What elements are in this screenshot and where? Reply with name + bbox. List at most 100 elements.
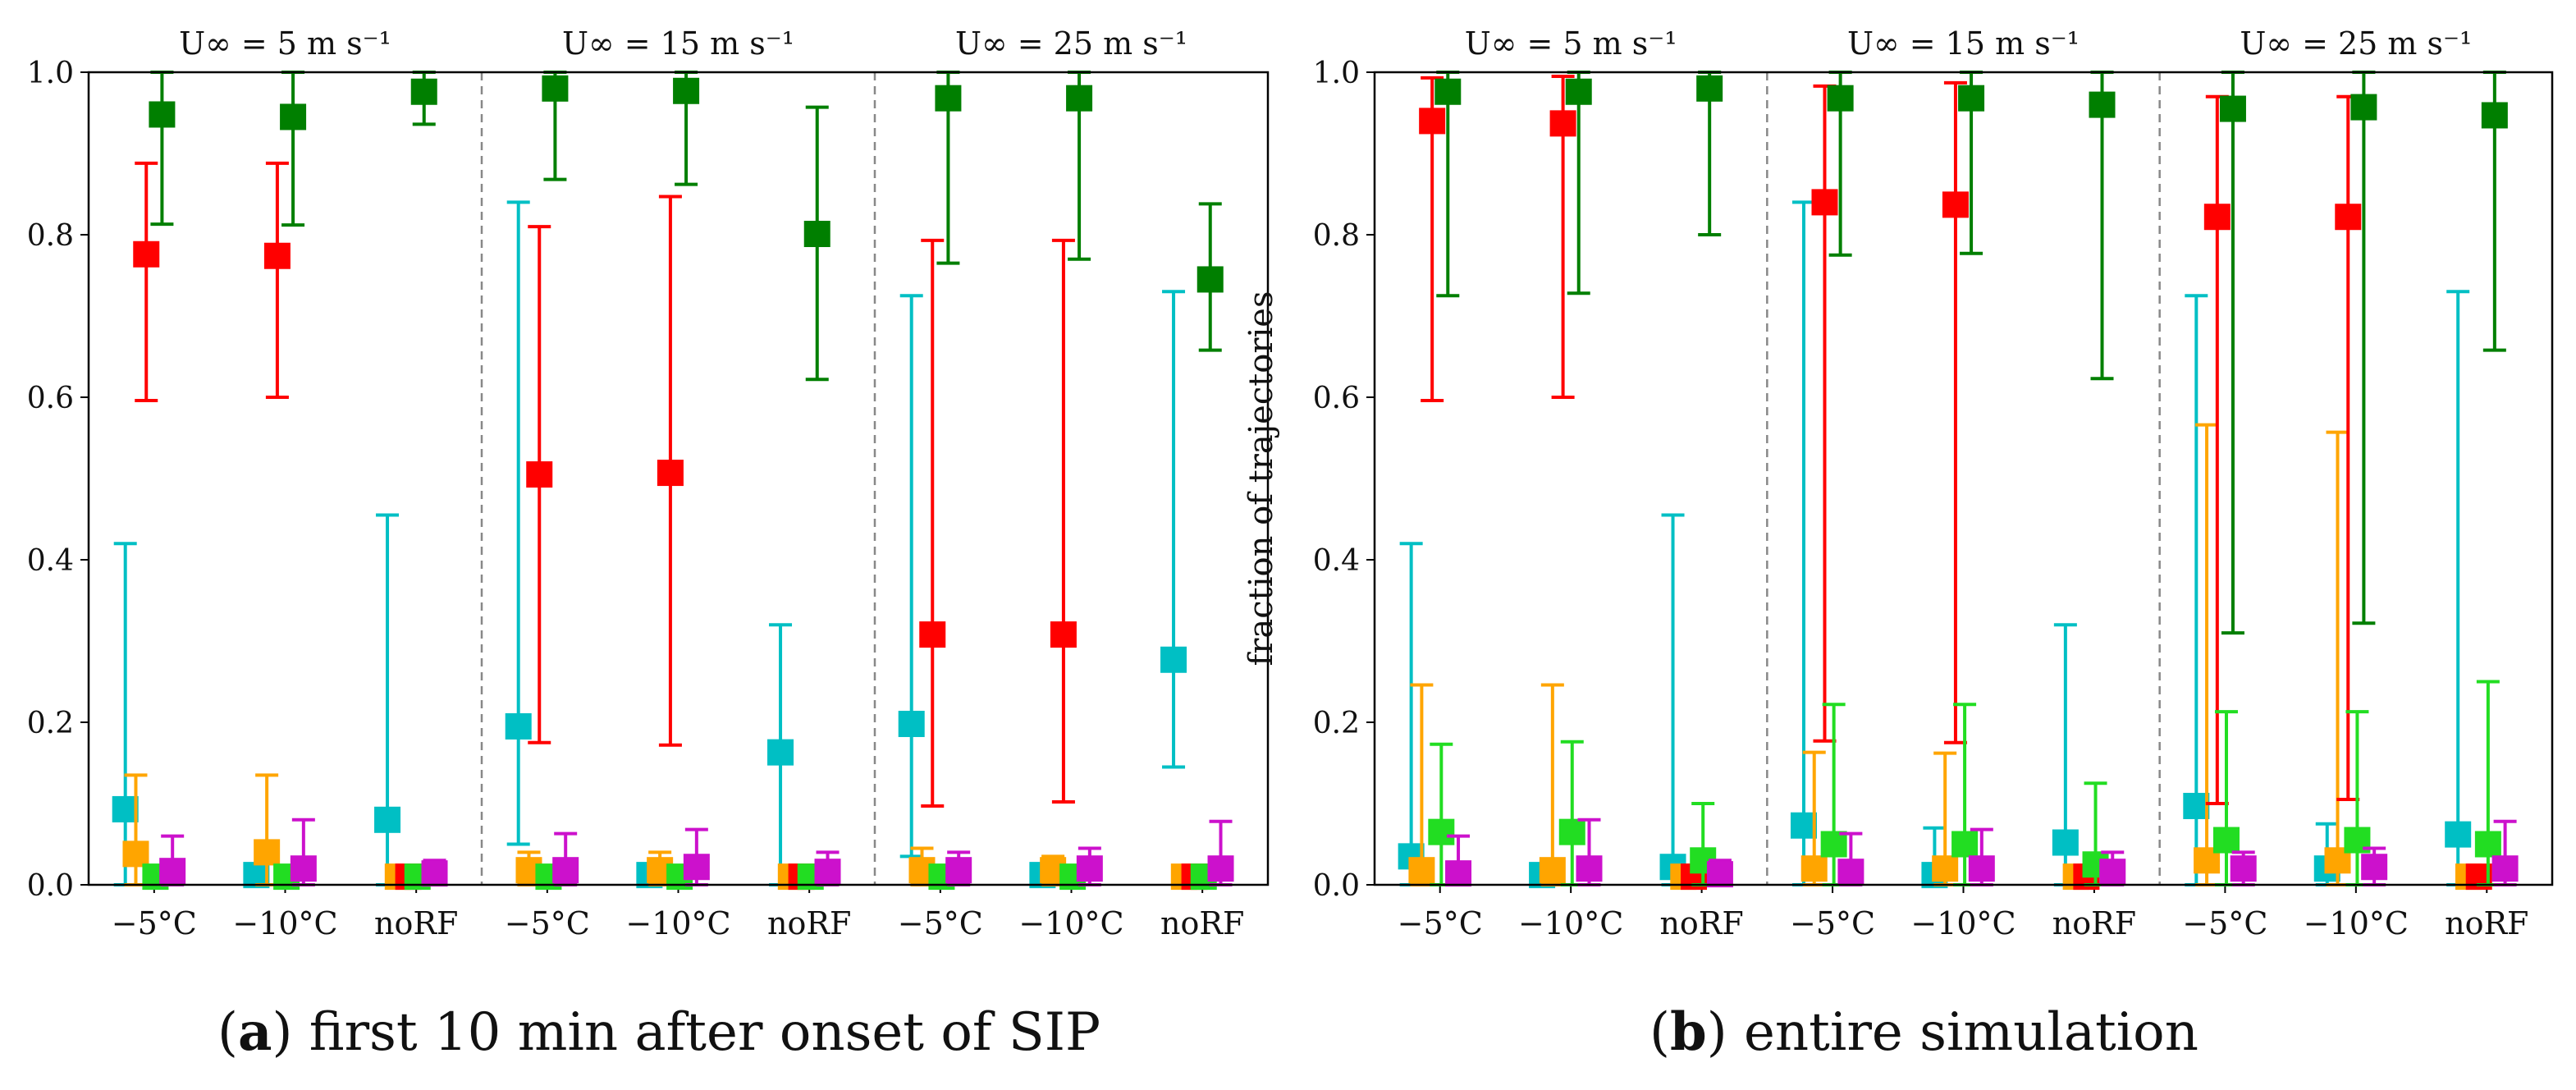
data-point-marker [1428, 818, 1455, 845]
data-point-marker [1951, 831, 1979, 858]
data-point-marker [1160, 646, 1187, 673]
data-point-marker [133, 240, 160, 268]
data-point-marker [2350, 94, 2377, 121]
data-point-marker [1207, 855, 1234, 882]
group-title: U∞ = 15 m s⁻¹ [1847, 25, 2080, 62]
x-tick-label: noRF [1659, 905, 1743, 941]
data-point-marker [1942, 191, 1969, 218]
data-point-marker [552, 857, 579, 884]
data-point-marker [2481, 102, 2508, 129]
data-point-marker [1558, 818, 1585, 845]
data-point-marker [1076, 855, 1103, 882]
caption-a-text: first 10 min after onset of SIP [309, 1002, 1101, 1063]
data-point-marker [2230, 855, 2257, 882]
data-point-marker [1958, 85, 1985, 112]
y-tick-label: 1.0 [1313, 57, 1360, 90]
data-point-marker [1968, 855, 1995, 882]
data-point-marker [935, 85, 962, 112]
group-title: U∞ = 25 m s⁻¹ [2240, 25, 2472, 62]
x-tick-label: −5°C [112, 905, 197, 941]
x-tick-label: noRF [2445, 905, 2528, 941]
data-point-marker [1800, 855, 1828, 882]
data-point-marker [410, 78, 437, 105]
data-point-marker [2183, 792, 2210, 819]
data-point-marker [290, 855, 317, 882]
data-point-marker [657, 460, 684, 487]
data-point-marker [1408, 857, 1435, 884]
data-point-marker [2089, 91, 2116, 118]
x-tick-label: −5°C [898, 905, 983, 941]
group-title: U∞ = 5 m s⁻¹ [179, 25, 391, 62]
y-tick-label: 0.6 [27, 382, 74, 415]
data-point-marker [1811, 189, 1838, 216]
data-point-marker [2445, 821, 2472, 848]
data-point-marker [1790, 812, 1817, 839]
y-tick-label: 0.8 [27, 219, 74, 253]
y-tick-label: 0.8 [1313, 219, 1360, 253]
caption-b-letter: b [1669, 1001, 1707, 1063]
data-point-marker [1196, 266, 1224, 293]
data-point-marker [1820, 831, 1847, 858]
data-point-marker [1696, 75, 1723, 102]
data-point-marker [1837, 859, 1865, 886]
y-tick-label: 0.2 [1313, 707, 1360, 740]
plot-frame [87, 71, 1270, 886]
y-tick-label: 0.4 [1313, 544, 1360, 578]
data-point-marker [505, 712, 532, 740]
data-point-marker [542, 75, 569, 102]
data-point-marker [159, 858, 186, 885]
data-point-marker [1419, 108, 1446, 135]
caption-panel-a: (a) first 10 min after onset of SIP [217, 1001, 1101, 1063]
data-point-marker [1549, 110, 1576, 137]
data-point-marker [767, 739, 794, 766]
data-point-marker [2203, 204, 2231, 231]
x-tick-label: −10°C [2304, 905, 2409, 941]
caption-a-letter: a [237, 1001, 272, 1063]
data-point-marker [280, 103, 307, 131]
data-point-marker [421, 860, 448, 887]
group-title: U∞ = 25 m s⁻¹ [955, 25, 1187, 62]
caption-b-text: entire simulation [1744, 1002, 2199, 1063]
x-tick-label: noRF [767, 905, 851, 941]
data-point-marker [122, 840, 149, 868]
y-tick-label: 0.6 [1313, 382, 1360, 415]
x-tick-label: −10°C [1910, 905, 2016, 941]
x-tick-label: −5°C [2182, 905, 2267, 941]
data-point-marker [2491, 855, 2519, 882]
data-point-marker [263, 242, 291, 269]
data-point-marker [2474, 831, 2501, 858]
data-point-marker [945, 857, 972, 884]
data-point-marker [149, 101, 176, 128]
data-point-marker [526, 461, 553, 488]
y-tick-label: 0.0 [27, 869, 74, 903]
plot-frame [1373, 71, 2554, 886]
data-point-marker [1827, 85, 1854, 112]
x-tick-label: −10°C [1518, 905, 1623, 941]
data-point-marker [1539, 857, 1566, 884]
data-point-marker [919, 621, 946, 648]
data-point-marker [2052, 829, 2079, 856]
y-tick-label: 0.0 [1313, 869, 1360, 903]
x-tick-label: noRF [1160, 905, 1244, 941]
x-tick-label: −10°C [625, 905, 730, 941]
data-point-marker [1576, 855, 1603, 882]
x-tick-label: noRF [2052, 905, 2136, 941]
data-point-marker [1066, 85, 1093, 112]
x-tick-label: −5°C [1790, 905, 1875, 941]
data-point-marker [683, 854, 710, 881]
y-tick-label: 0.4 [27, 544, 74, 578]
x-tick-label: −5°C [505, 905, 590, 941]
data-point-marker [1050, 621, 1077, 648]
y-tick-label: 0.2 [27, 707, 74, 740]
data-point-marker [1434, 78, 1462, 105]
data-point-marker [254, 839, 281, 866]
data-point-marker [673, 77, 700, 104]
data-point-marker [112, 795, 139, 822]
x-tick-label: −5°C [1398, 905, 1483, 941]
data-point-marker [2361, 854, 2388, 881]
data-point-marker [1565, 78, 1592, 105]
data-point-marker [803, 221, 830, 248]
caption-panel-b: (b) entire simulation [1649, 1001, 2199, 1063]
x-tick-label: −10°C [1018, 905, 1123, 941]
